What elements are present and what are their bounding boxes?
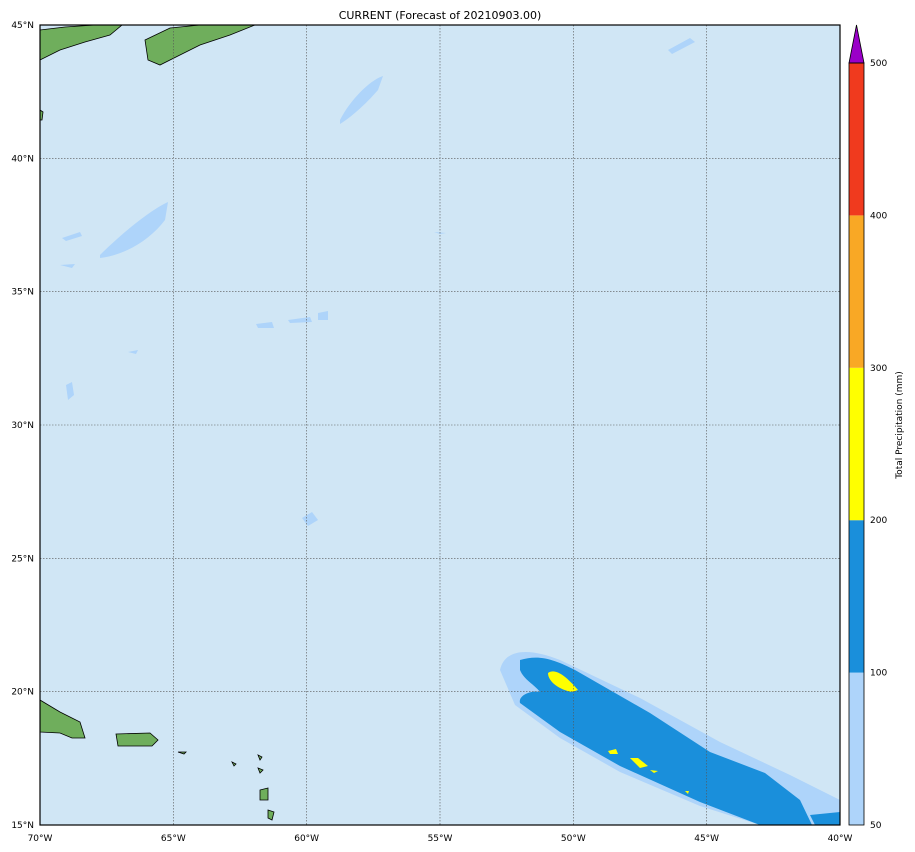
puerto-rico [115,732,159,747]
nova-scotia [39,24,124,61]
colorbar-tick: 100 [870,669,887,679]
moderate-precip-area-edge [810,812,840,825]
colorbar-tick: 300 [870,364,887,374]
lat-label: 15°N [11,821,34,831]
colorbar-tick: 400 [870,211,887,221]
colorbar-tick: 200 [870,516,887,526]
lat-label: 45°N [11,21,34,31]
heavy-precip-areas [548,671,689,794]
colorbar-segment [849,215,864,368]
hispaniola [39,699,86,739]
colorbar-frame [848,62,865,826]
colorbar-tick: 50 [870,821,882,831]
colorbar-extend-arrow [848,24,865,64]
colorbar: 50 100 200 300 400 500 [848,24,887,831]
graticule [40,25,840,825]
longitude-labels: 70°W 65°W 60°W 55°W 50°W 45°W 40°W [28,834,853,844]
moderate-precip-area [519,657,812,825]
lon-label: 70°W [28,834,53,844]
lon-label: 40°W [828,834,853,844]
colorbar-segment [849,63,864,216]
newfoundland [144,24,256,66]
colorbar-label: Total Precipitation (mm) [895,371,905,480]
colorbar-tick: 500 [870,59,887,69]
landmasses [39,24,275,821]
colorbar-segment [849,672,864,825]
latitude-labels: 45°N 40°N 35°N 30°N 25°N 20°N 15°N [11,21,34,831]
lat-label: 40°N [11,154,34,164]
lat-label: 25°N [11,554,34,564]
map-frame [39,24,841,826]
lat-label: 30°N [11,421,34,431]
lon-label: 55°W [428,834,453,844]
lon-label: 65°W [161,834,186,844]
lon-label: 45°W [694,834,719,844]
colorbar-segment [849,520,864,673]
lon-label: 50°W [561,834,586,844]
lat-label: 35°N [11,288,34,298]
lon-label: 60°W [294,834,319,844]
map-title: CURRENT (Forecast of 20210903.00) [339,9,542,22]
colorbar-segment [849,367,864,521]
lat-label: 20°N [11,688,34,698]
